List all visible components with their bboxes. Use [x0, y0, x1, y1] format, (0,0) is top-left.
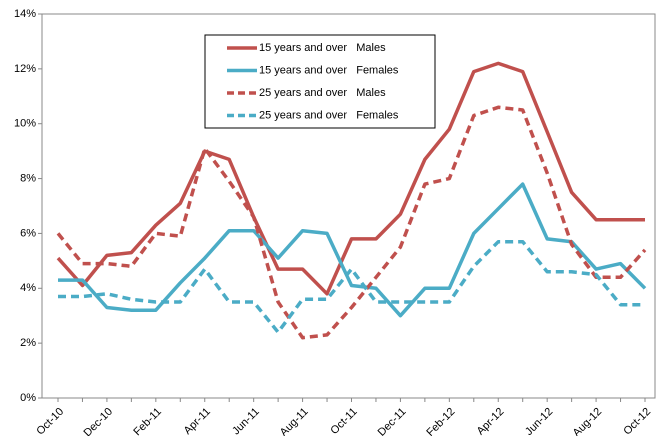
x-tick-label: Apr-11	[182, 406, 213, 436]
legend-label: 15 years and over Females	[259, 64, 399, 76]
series-line	[58, 239, 645, 334]
x-tick-label: Aug-11	[278, 406, 311, 436]
series-line	[56, 105, 647, 340]
y-tick-label: 8%	[20, 172, 36, 184]
series-line	[58, 182, 647, 318]
x-tick-label: Feb-12	[424, 406, 457, 436]
x-tick-label: Aug-12	[571, 406, 605, 436]
x-tick-label: Dec-11	[376, 406, 409, 436]
x-tick-label: Oct-11	[328, 406, 359, 436]
legend-label: 25 years and over Males	[259, 87, 386, 99]
legend-label: 15 years and over Males	[259, 42, 386, 54]
legend-label: 25 years and over Females	[259, 109, 399, 121]
x-tick-label: Dec-10	[82, 406, 116, 436]
y-tick-label: 0%	[20, 392, 36, 404]
x-tick-label: Oct-10	[34, 406, 66, 436]
y-tick-label: 10%	[14, 118, 36, 130]
y-tick-label: 2%	[20, 337, 36, 349]
y-tick-label: 4%	[20, 282, 36, 294]
series-line	[56, 61, 645, 296]
legend-box	[204, 34, 436, 129]
x-tick-label: Jun-12	[523, 406, 555, 436]
plot-frame	[41, 13, 656, 399]
x-tick-label: Feb-11	[131, 406, 164, 436]
y-tick-label: 12%	[14, 63, 36, 75]
x-tick-label: Oct-12	[621, 406, 653, 436]
x-tick-label: Jun-11	[230, 406, 262, 436]
y-tick-label: 14%	[14, 8, 36, 20]
y-tick-label: 6%	[20, 227, 36, 239]
x-tick-label: Apr-12	[475, 406, 507, 436]
